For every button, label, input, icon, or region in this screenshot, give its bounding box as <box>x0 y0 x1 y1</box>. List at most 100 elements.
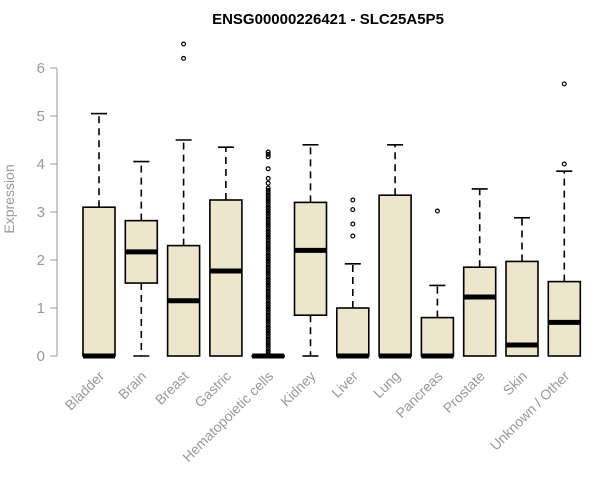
outlier-point <box>265 149 271 155</box>
outlier-point <box>434 208 440 214</box>
outlier-point <box>265 324 271 330</box>
box-group <box>420 208 455 359</box>
outlier-point <box>265 231 271 237</box>
outlier-point <box>265 180 271 186</box>
x-tick-label: Kidney <box>277 368 319 410</box>
x-tick-label: Prostate <box>440 368 488 416</box>
outlier-point <box>265 336 271 342</box>
boxes <box>82 41 582 359</box>
y-tick-label: 4 <box>37 156 45 173</box>
outlier-point <box>181 55 187 61</box>
outlier-point <box>350 197 356 203</box>
box-group <box>505 216 539 357</box>
outlier-point <box>265 209 271 215</box>
outlier-point <box>265 264 271 270</box>
outlier-point <box>265 238 271 244</box>
y-axis-label: Expression <box>1 164 17 233</box>
outlier-point <box>265 259 271 265</box>
y-tick-label: 6 <box>37 60 45 77</box>
outlier-point <box>265 252 271 258</box>
outlier-point <box>265 166 271 172</box>
outlier-point <box>265 327 271 333</box>
outlier-point <box>265 243 271 249</box>
outlier-point <box>265 319 271 325</box>
x-tick-label: Pancreas <box>392 368 445 421</box>
outlier-point <box>181 41 187 47</box>
outlier-point <box>265 247 271 253</box>
outlier-point <box>265 295 271 301</box>
outlier-point <box>265 226 271 232</box>
y-tick-label: 5 <box>37 108 45 125</box>
y-tick-label: 0 <box>37 348 45 365</box>
outlier-point <box>265 245 271 251</box>
outlier-point <box>265 291 271 297</box>
outlier-point <box>265 240 271 246</box>
box-group <box>547 81 582 357</box>
outlier-point <box>265 339 271 345</box>
outlier-point <box>265 293 271 299</box>
outlier-point <box>265 346 271 352</box>
outlier-point <box>265 199 271 205</box>
outlier-point <box>265 223 271 229</box>
outlier-point <box>265 235 271 241</box>
y-tick-label: 1 <box>37 300 45 317</box>
outlier-point <box>265 211 271 217</box>
outlier-point <box>265 233 271 239</box>
outlier-point <box>265 216 271 222</box>
iqr-box <box>420 316 455 357</box>
y-tick-label: 3 <box>37 204 45 221</box>
outlier-point <box>265 204 271 210</box>
outlier-point <box>265 315 271 321</box>
outlier-point <box>265 271 271 277</box>
box-group <box>335 197 370 359</box>
x-tick-label: Brain <box>115 368 149 402</box>
outlier-point <box>265 221 271 227</box>
box-group <box>209 146 243 357</box>
outlier-point <box>265 250 271 256</box>
box-group <box>166 41 201 357</box>
outlier-point <box>265 154 271 160</box>
outlier-point <box>265 197 271 203</box>
outlier-point <box>265 207 271 213</box>
x-tick-label: Bladder <box>62 368 108 414</box>
outlier-point <box>265 312 271 318</box>
outlier-point <box>350 207 356 213</box>
outlier-point <box>265 300 271 306</box>
x-tick-label: Lung <box>370 368 403 401</box>
outlier-point <box>265 322 271 328</box>
outlier-point <box>265 257 271 263</box>
outlier-point <box>265 202 271 208</box>
iqr-box <box>462 266 497 357</box>
outlier-point <box>265 303 271 309</box>
outlier-point <box>265 329 271 335</box>
outlier-point <box>265 307 271 313</box>
outlier-point <box>265 351 271 357</box>
outlier-point <box>265 331 271 337</box>
outlier-point <box>265 228 271 234</box>
outlier-point <box>265 274 271 280</box>
outlier-point <box>265 269 271 275</box>
box-group <box>462 188 497 357</box>
x-tick-label: Breast <box>152 368 192 408</box>
outlier-point <box>265 283 271 289</box>
outlier-point <box>265 348 271 354</box>
iqr-box <box>209 199 243 357</box>
outlier-point <box>265 286 271 292</box>
outlier-point <box>265 185 271 191</box>
outlier-point <box>265 175 271 181</box>
box-group <box>378 144 412 359</box>
outlier-point <box>265 195 271 201</box>
outlier-point <box>265 317 271 323</box>
chart-title: ENSG00000226421 - SLC25A5P5 <box>212 11 444 28</box>
outlier-point <box>561 81 567 87</box>
outlier-point <box>265 281 271 287</box>
outlier-point <box>265 310 271 316</box>
outlier-point <box>265 343 271 349</box>
outlier-point <box>265 279 271 285</box>
iqr-box <box>335 307 370 357</box>
x-tick-label: Liver <box>328 368 361 401</box>
iqr-box <box>293 201 328 316</box>
box-group <box>124 160 159 357</box>
